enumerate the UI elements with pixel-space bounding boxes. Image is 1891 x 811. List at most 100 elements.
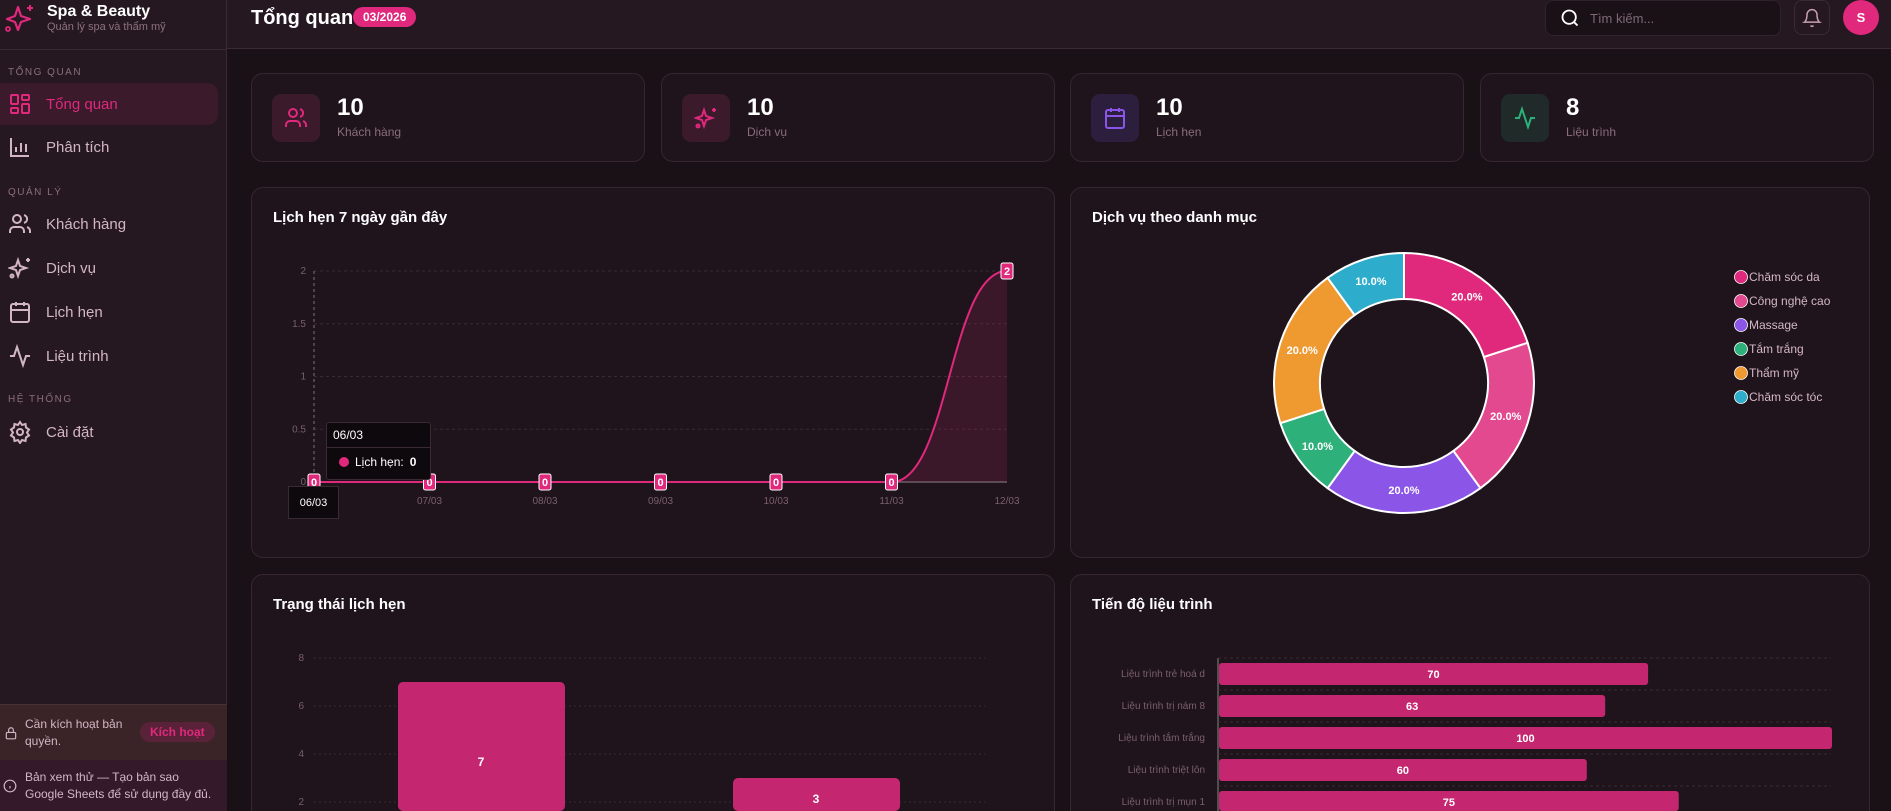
slice-label: 20.0% (1451, 291, 1482, 303)
chart-title: Trạng thái lịch hẹn (273, 596, 406, 613)
legend-swatch (1734, 294, 1748, 308)
sparkles-icon (8, 256, 30, 280)
trial-text: Bản xem thử — Tạo bản sao Google Sheets … (25, 770, 212, 801)
sidebar-item-settings[interactable]: Cài đặt (0, 411, 218, 453)
stat-card-treatments[interactable]: 8 Liệu trình (1480, 73, 1874, 162)
bar-value-label: 7 (478, 755, 485, 769)
stat-value: 8 (1566, 94, 1580, 121)
data-label: 0 (888, 477, 894, 489)
legend-label: Công nghệ cao (1749, 294, 1831, 308)
activity-icon (1501, 94, 1549, 142)
sidebar-item-services[interactable]: Dịch vụ (0, 247, 218, 289)
period-badge[interactable]: 03/2026 (353, 7, 417, 27)
data-label: 0 (311, 477, 317, 489)
sparkles-icon (682, 94, 730, 142)
y-tick-label: Liệu trình trị mụn 1 (1122, 797, 1206, 808)
slice-label: 10.0% (1355, 276, 1386, 288)
tooltip-value: 0 (409, 455, 417, 469)
section-label: HỆ THỐNG (8, 394, 73, 405)
y-tick-label: 1.5 (292, 319, 306, 330)
sidebar-item-label: Dịch vụ (46, 259, 97, 277)
chart-title: Dịch vụ theo danh mục (1092, 209, 1258, 226)
stat-card-customers[interactable]: 10 Khách hàng (251, 73, 645, 162)
logo-row: Spa & Beauty Quản lý spa và thẩm mỹ (0, 0, 227, 50)
stat-value: 10 (1156, 94, 1183, 121)
sidebar-item-label: Liệu trình (46, 347, 109, 365)
slice-label: 10.0% (1302, 441, 1333, 453)
y-tick-label: Liệu trình triệt lôn (1128, 765, 1205, 776)
donut-slice (1403, 251, 1529, 359)
bar-value-label: 63 (1406, 701, 1418, 713)
activate-button[interactable]: Kích hoạt (140, 722, 215, 742)
y-tick-label: 8 (298, 653, 304, 664)
legend-label: Massage (1749, 318, 1798, 332)
y-tick-label: Liệu trình trẻ hoá d (1121, 669, 1205, 680)
status-bar (733, 778, 900, 811)
data-label: 0 (542, 477, 548, 489)
data-point (1000, 262, 1014, 280)
y-tick-label: 2 (298, 797, 304, 808)
bar-value-label: 75 (1443, 797, 1455, 809)
section-label: QUẢN LÝ (8, 187, 63, 198)
y-tick-label: 6 (298, 701, 304, 712)
slice-label: 20.0% (1388, 485, 1419, 497)
legend-swatch (1734, 342, 1748, 356)
slice-label: 20.0% (1287, 345, 1318, 357)
stat-value: 10 (337, 94, 364, 121)
stat-card-services[interactable]: 10 Dịch vụ (661, 73, 1055, 162)
sparkles-logo-icon (5, 5, 33, 32)
progress-bar (1219, 791, 1679, 811)
status-chart-card: Trạng thái lịch hẹn (251, 574, 1055, 811)
donut-slice (1326, 449, 1482, 514)
search-placeholder: Tìm kiếm... (1590, 10, 1655, 26)
tooltip-label: Lịch hẹn: (355, 455, 404, 469)
app-name: Spa & Beauty (47, 3, 151, 20)
progress-bar (1219, 727, 1832, 749)
data-point (885, 473, 898, 491)
bar-value-label: 3 (813, 792, 820, 806)
activity-icon (10, 344, 30, 368)
chart-tooltip: 06/03 Lịch hẹn: 0 (326, 422, 431, 480)
stat-card-appointments[interactable]: 10 Lịch hẹn (1070, 73, 1464, 162)
calendar-icon (10, 302, 30, 323)
sidebar-item-label: Tổng quan (46, 95, 118, 113)
y-tick-label: Liệu trình trị nám 8 (1122, 701, 1206, 712)
sidebar-item-overview[interactable]: Tổng quan (0, 83, 218, 125)
x-tick-label: 07/03 (417, 496, 442, 507)
data-point (769, 473, 783, 491)
search-input[interactable]: Tìm kiếm... (1545, 0, 1781, 36)
stat-label: Khách hàng (337, 125, 402, 139)
users-icon (272, 94, 320, 142)
bell-icon (1802, 8, 1822, 27)
y-tick-label: 1 (300, 372, 306, 383)
sidebar-item-customers[interactable]: Khách hàng (0, 203, 218, 245)
legend-dot (339, 457, 349, 467)
progress-bar (1219, 663, 1649, 685)
info-icon (3, 779, 17, 793)
legend-swatch (1734, 270, 1748, 284)
sidebar-item-appointments[interactable]: Lịch hẹn (0, 291, 218, 333)
axis-tooltip: 06/03 (288, 486, 339, 519)
stat-label: Dịch vụ (747, 125, 788, 139)
activation-text: Cần kích hoạt bản quyền. (25, 717, 123, 748)
sidebar-item-analytics[interactable]: Phân tích (0, 126, 218, 168)
legend-swatch (1734, 366, 1748, 380)
avatar[interactable]: S (1843, 0, 1879, 35)
chart-title: Tiến độ liệu trình (1092, 596, 1213, 613)
data-point (538, 473, 552, 491)
line-area (314, 271, 1007, 482)
legend-swatch (1734, 318, 1748, 332)
x-tick-label: 10/03 (763, 496, 788, 507)
app-subtitle: Quản lý spa và thẩm mỹ (47, 21, 166, 33)
sidebar-item-label: Phân tích (46, 138, 110, 156)
bar-chart-icon (10, 138, 29, 157)
section-label: TỔNG QUAN (8, 67, 83, 78)
notifications-button[interactable] (1794, 0, 1830, 35)
sidebar-item-label: Khách hàng (46, 215, 127, 233)
sidebar-item-treatments[interactable]: Liệu trình (0, 335, 218, 377)
sidebar-item-label: Cài đặt (46, 423, 94, 441)
data-label: 0 (426, 477, 432, 489)
page-title: Tổng quan (251, 7, 354, 29)
y-tick-label: 0.5 (292, 424, 306, 435)
